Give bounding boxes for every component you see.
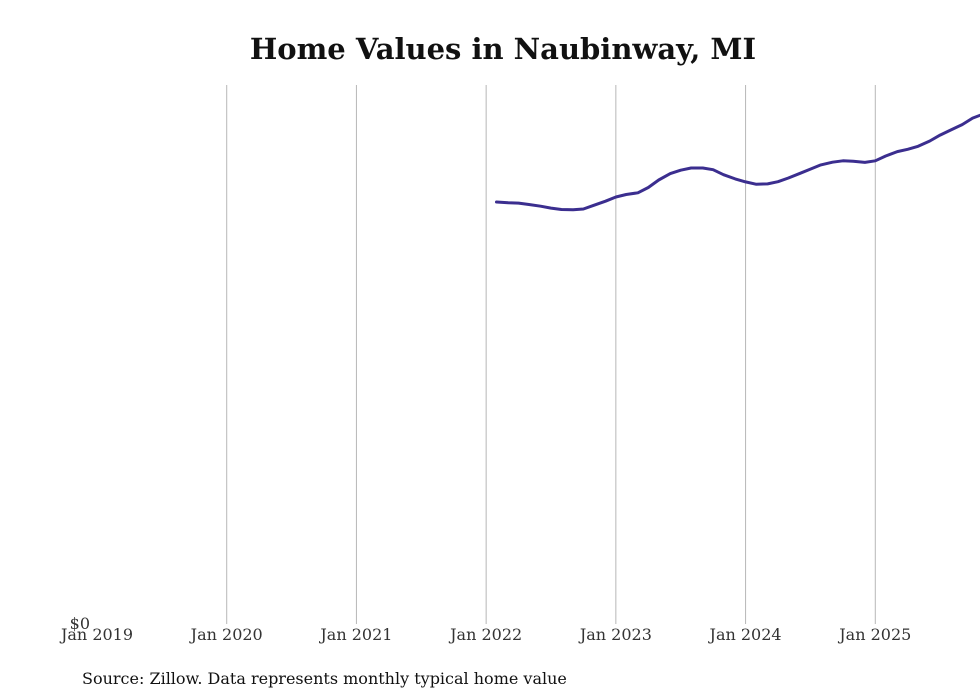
y-tick-label: $0 (70, 614, 90, 633)
series-lines (495, 113, 980, 212)
x-tick-label: Jan 2019 (59, 625, 133, 644)
x-tick-label: Jan 2020 (189, 625, 263, 644)
x-tick-label: Jan 2022 (448, 625, 522, 644)
x-tick-label: Jan 2024 (708, 625, 782, 644)
chart-title: Home Values in Naubinway, MI (250, 32, 756, 66)
source-note: Source: Zillow. Data represents monthly … (82, 669, 567, 688)
axis-labels: Jan 2019 Jan 2020 Jan 2021 Jan 2022 Jan 2023… (59, 614, 911, 644)
x-tick-label: Jan 2025 (837, 625, 911, 644)
x-tick-label: Jan 2021 (318, 625, 392, 644)
vertical-gridlines (226, 85, 876, 624)
series-line (495, 113, 980, 212)
x-tick-label: Jan 2023 (578, 625, 652, 644)
